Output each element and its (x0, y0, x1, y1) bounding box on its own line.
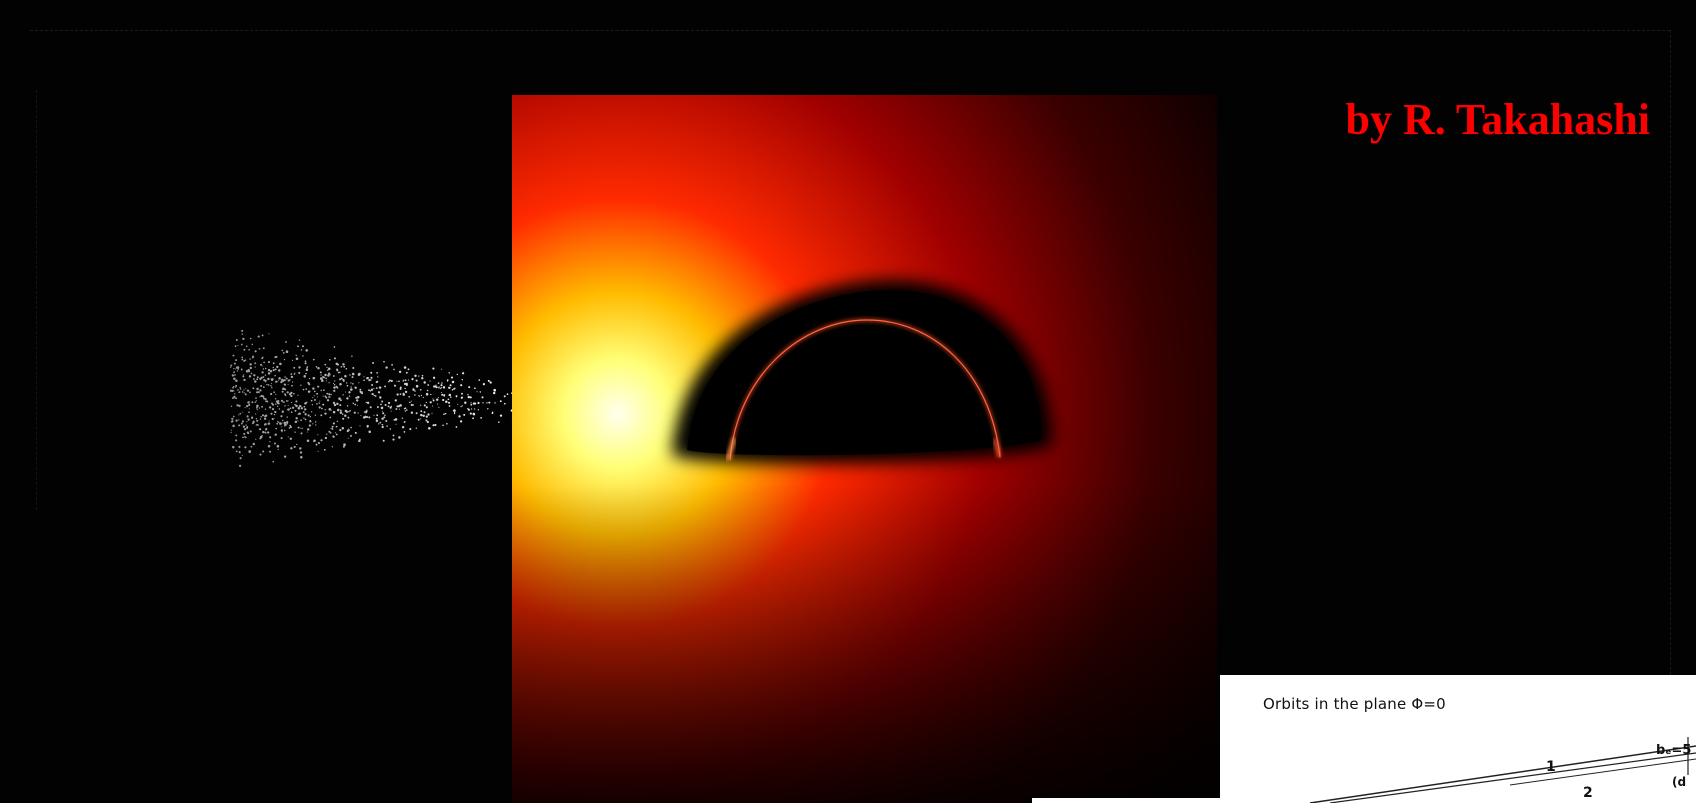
frame-line-left (36, 90, 37, 510)
luminet-point-cloud (229, 329, 530, 468)
orbit-label-2: 2 (1583, 785, 1593, 801)
diagram-title: Orbits in the plane Φ=0 (1263, 695, 1446, 713)
bc-label: bₑ=5 (1656, 743, 1692, 758)
orbit-label-1: 1 (1546, 759, 1556, 775)
credit-text: by R. Takahashi (1345, 95, 1650, 144)
frame-line-top (30, 30, 1670, 31)
orbit-diagram: Orbits in the plane Φ=0 1 2 bₑ=5 (d (1220, 675, 1696, 803)
black-hole-render (512, 95, 1217, 803)
diagram-edge-strip (1032, 798, 1220, 803)
frame-line-right (1670, 30, 1671, 680)
d-label: (d (1672, 775, 1687, 789)
